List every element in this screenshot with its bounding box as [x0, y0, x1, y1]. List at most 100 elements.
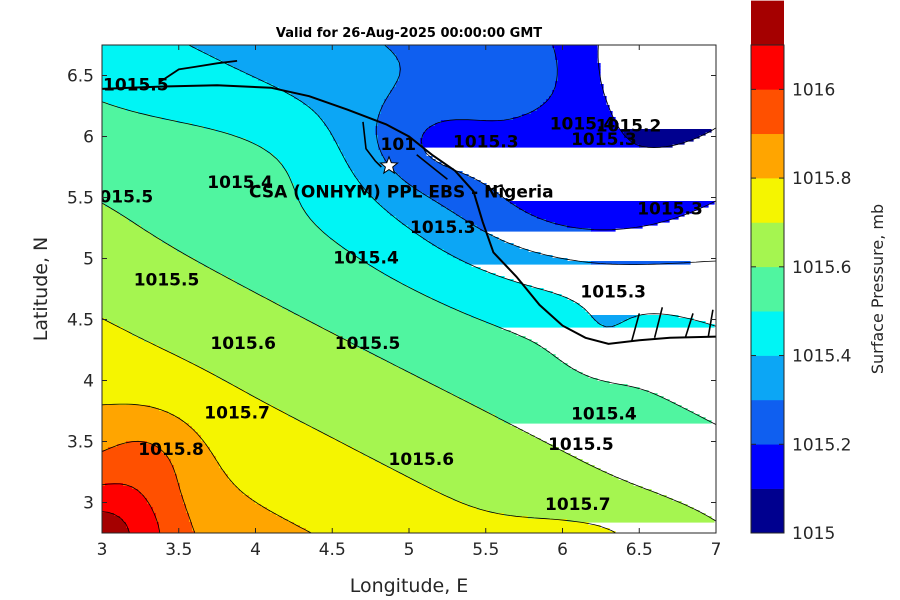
fill-band-cell	[102, 501, 148, 505]
fill-band-cell	[321, 228, 412, 232]
fill-band-cell	[504, 420, 712, 424]
fill-band-cell	[102, 387, 241, 391]
fill-band-cell	[192, 522, 295, 526]
fill-band-cell	[102, 63, 229, 67]
fill-band-cell	[102, 270, 217, 274]
fill-band-cell	[288, 171, 355, 175]
fill-band-cell	[447, 390, 649, 394]
contour-label: 1015.5	[335, 334, 401, 354]
fill-band-cell	[102, 258, 196, 262]
fill-band-cell	[258, 78, 400, 82]
fill-band-cell	[558, 69, 601, 73]
fill-band-cell	[102, 507, 154, 511]
fill-band-cell	[375, 126, 430, 130]
fill-band-cell	[174, 465, 220, 469]
fill-band-cell	[222, 60, 400, 64]
fill-band-cell	[102, 249, 178, 253]
fill-band-cell	[408, 225, 478, 229]
fill-band-cell	[102, 111, 139, 115]
fill-band-cell	[351, 168, 394, 172]
fill-band-cell	[381, 204, 442, 208]
x-axis-label: Longitude, E	[350, 575, 469, 597]
fill-band-cell	[273, 405, 478, 409]
fill-band-cell	[387, 96, 550, 100]
fill-band-cell	[555, 84, 604, 88]
fill-band-cell	[294, 189, 367, 193]
colorbar-tick-label: 1015	[792, 524, 835, 544]
fill-band-cell	[381, 462, 589, 466]
fill-band-cell	[243, 492, 442, 496]
fill-band-cell	[102, 150, 268, 154]
fill-band-cell	[171, 459, 217, 463]
fill-band-cell	[102, 219, 130, 223]
fill-band-cell	[396, 279, 514, 283]
fill-band-cell	[393, 468, 601, 472]
fill-band-cell	[102, 192, 298, 196]
fill-band-cell	[102, 438, 202, 442]
fill-band-cell	[102, 435, 202, 439]
fill-band-cell	[102, 309, 289, 313]
fill-band-cell	[126, 525, 160, 529]
fill-band-cell	[177, 120, 325, 124]
fill-band-cell	[342, 150, 382, 154]
fill-band-cell	[423, 135, 625, 139]
fill-band-cell	[330, 330, 511, 334]
fill-band-cell	[102, 489, 139, 493]
fill-band-cell	[147, 441, 205, 445]
fill-band-cell	[102, 216, 127, 220]
fill-band-cell	[387, 162, 442, 166]
fill-band-cell	[378, 141, 421, 145]
fill-band-cell	[300, 525, 601, 529]
fill-band-cell	[393, 51, 556, 55]
fill-band-cell	[144, 339, 349, 343]
fill-band-cell	[357, 255, 454, 259]
fill-band-cell	[174, 471, 226, 475]
fill-band-cell	[102, 450, 163, 454]
fill-band-cell	[417, 189, 496, 193]
fill-band-cell	[348, 339, 532, 343]
fill-band-cell	[219, 462, 382, 466]
fill-band-cell	[117, 210, 307, 214]
fill-band-cell	[399, 63, 559, 67]
fill-band-cell	[129, 330, 331, 334]
fill-band-cell	[513, 117, 616, 121]
fill-band-cell	[102, 504, 151, 508]
fill-band-cell	[393, 87, 556, 91]
fill-band-cell	[261, 294, 427, 298]
fill-band-cell	[102, 453, 166, 457]
colorbar-swatch	[751, 311, 784, 356]
fill-band-cell	[102, 153, 274, 157]
fill-band-cell	[102, 45, 193, 49]
fill-band-cell	[258, 144, 340, 148]
contour-line	[102, 511, 130, 533]
fill-band-cell	[273, 300, 439, 304]
fill-band-cell	[228, 63, 400, 67]
fill-band-cell	[222, 273, 385, 277]
fill-band-cell	[426, 294, 562, 298]
fill-band-cell	[636, 315, 679, 319]
fill-band-cell	[102, 159, 280, 163]
fill-band-cell	[204, 126, 328, 130]
fill-band-cell	[300, 204, 382, 208]
fill-band-cell	[381, 105, 541, 109]
fill-band-cell	[102, 99, 301, 103]
fill-band-cell	[138, 111, 316, 115]
fill-band-cell	[225, 471, 400, 475]
fill-band-cell	[162, 117, 322, 121]
fill-band-cell	[102, 60, 223, 64]
creek-path	[485, 184, 510, 198]
fill-band-cell	[378, 135, 424, 139]
fill-band-cell	[396, 216, 463, 220]
fill-band-cell	[240, 69, 400, 73]
fill-band-cell	[375, 354, 556, 358]
fill-band-cell	[216, 129, 331, 133]
x-tick-label: 5.5	[472, 540, 499, 560]
fill-band-cell	[489, 411, 694, 415]
fill-band-cell	[294, 186, 364, 190]
fill-band-cell	[471, 222, 556, 226]
fill-band-cell	[195, 429, 319, 433]
fill-band-cell	[102, 348, 166, 352]
fill-band-cell	[360, 258, 460, 262]
fill-band-cell	[102, 195, 298, 199]
fill-band-cell	[123, 327, 325, 331]
